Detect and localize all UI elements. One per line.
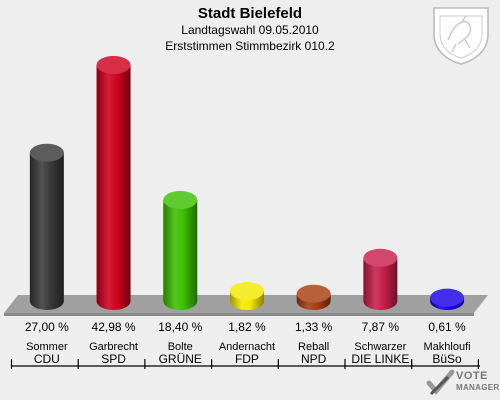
coat-of-arms-icon: [433, 7, 489, 65]
chart-floor-edge: [4, 313, 474, 316]
party-label-2: GRÜNE: [159, 352, 202, 366]
party-label-1: SPD: [101, 352, 126, 366]
bar-1: [96, 65, 131, 311]
party-label-6: BüSo: [432, 352, 462, 366]
value-label-1: 42,98 %: [92, 320, 136, 334]
value-label-5: 7,87 %: [362, 320, 400, 334]
party-label-4: NPD: [301, 352, 327, 366]
candidate-name-5: Schwarzer: [354, 341, 406, 353]
value-label-0: 27,00 %: [25, 320, 69, 334]
party-label-5: DIE LINKE: [351, 352, 409, 366]
bar-top-2: [163, 190, 198, 209]
bar-5: [363, 257, 398, 311]
value-label-4: 1,33 %: [295, 320, 333, 334]
value-label-6: 0,61 %: [428, 320, 466, 334]
bar-top-4: [296, 284, 331, 303]
bar-top-6: [430, 288, 465, 307]
bar-top-5: [363, 248, 398, 267]
candidate-name-3: Andernacht: [219, 341, 275, 353]
party-label-3: FDP: [235, 352, 259, 366]
bar-top-3: [229, 282, 264, 301]
candidate-name-0: Sommer: [26, 341, 68, 353]
logo-text-manager: MANAGER: [456, 383, 500, 392]
checkmark-logo-icon: [426, 369, 455, 396]
bar-top-0: [29, 143, 64, 162]
value-label-2: 18,40 %: [158, 320, 202, 334]
value-label-3: 1,82 %: [228, 320, 266, 334]
chart-subtitle: Landtagswahl 09.05.2010: [181, 23, 319, 37]
chart-subtitle-2: Erststimmen Stimmbezirk 010.2: [165, 39, 335, 53]
logo-text-vote: VOTE: [456, 370, 488, 382]
candidate-name-6: Makhloufi: [424, 341, 471, 353]
candidate-name-2: Bolte: [168, 341, 193, 353]
candidate-name-4: Reball: [298, 341, 329, 353]
bar-2: [163, 199, 198, 311]
bar-0: [29, 152, 64, 310]
candidate-name-1: Garbrecht: [89, 341, 138, 353]
vote-manager-logo: VOTE MANAGER: [424, 366, 500, 400]
chart-title: Stadt Bielefeld: [197, 5, 303, 22]
party-label-0: CDU: [34, 352, 60, 366]
bar-top-1: [96, 56, 131, 74]
